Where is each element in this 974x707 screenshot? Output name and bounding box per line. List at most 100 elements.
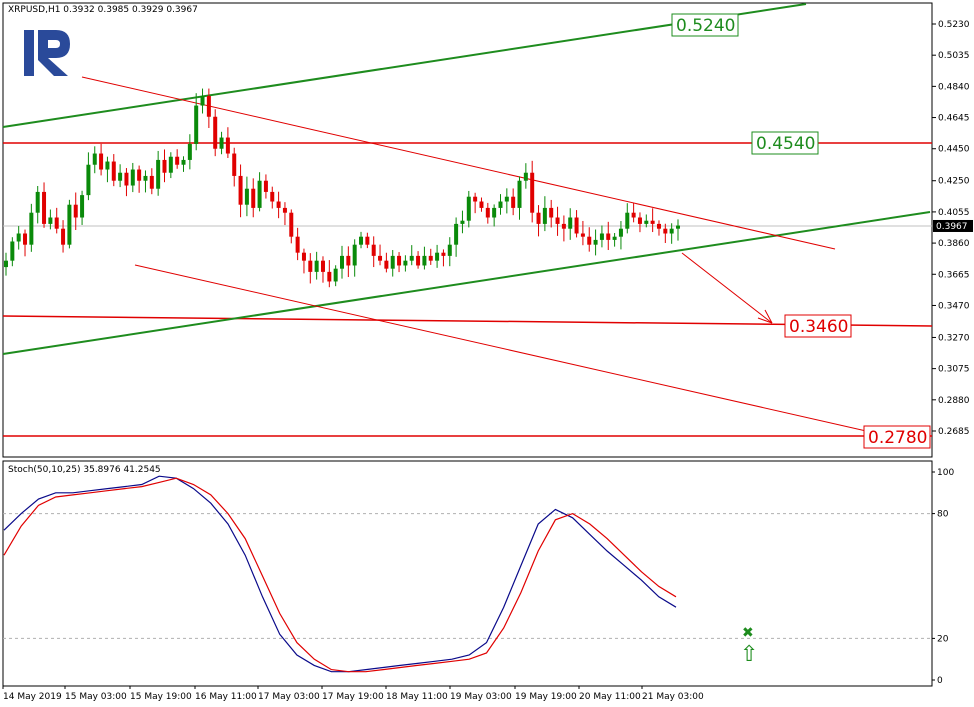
candle-body — [669, 228, 674, 234]
candle-body — [206, 95, 211, 117]
candle-body — [213, 116, 218, 149]
candle-body — [175, 156, 180, 165]
level-label-text: 0.4540 — [756, 134, 815, 154]
candle-body — [16, 233, 21, 242]
time-tick-label: 21 May 03:00 — [642, 692, 704, 702]
candle-body — [23, 233, 28, 245]
candle-body — [99, 153, 104, 170]
candle-body — [130, 169, 135, 186]
price-tick-label: 0.4055 — [938, 208, 970, 218]
candle-body — [390, 255, 395, 269]
candle-body — [289, 212, 294, 237]
candle-body — [580, 233, 585, 237]
stoch-main-line — [3, 475, 677, 673]
current-price-label: 0.3967 — [936, 222, 968, 232]
candle-body — [333, 268, 338, 282]
candle-body — [257, 180, 262, 208]
time-tick-label: 15 May 03:00 — [65, 692, 127, 702]
candle-body — [637, 217, 642, 224]
candle-body — [606, 233, 611, 240]
candle-body — [301, 252, 306, 261]
candle-body — [270, 191, 275, 202]
logo-glyph — [38, 30, 70, 76]
forecast-arrow-line — [681, 252, 773, 324]
candle-body — [168, 156, 173, 173]
stoch-tick-label: 20 — [937, 634, 949, 644]
candle-body — [676, 225, 680, 229]
candle-body — [73, 204, 78, 218]
candle-body — [143, 175, 148, 181]
candle-body — [568, 217, 573, 229]
price-tick-label: 0.4645 — [938, 114, 970, 124]
time-tick-label: 19 May 19:00 — [515, 692, 577, 702]
candle-body — [523, 172, 528, 181]
candle-body — [156, 159, 161, 189]
candle-body — [625, 212, 630, 229]
candle-body — [314, 260, 319, 272]
logo-stem — [24, 30, 34, 76]
time-tick-label: 18 May 11:00 — [386, 692, 448, 702]
candle-body — [485, 207, 490, 218]
candle-body — [48, 217, 53, 224]
price-panel-frame — [2, 2, 933, 458]
candle-body — [517, 180, 522, 208]
time-tick-label: 20 May 11:00 — [579, 692, 641, 702]
price-tick-label: 0.2880 — [938, 396, 970, 406]
price-tick-label: 0.3860 — [938, 239, 970, 249]
candle-body — [54, 217, 59, 229]
level-label-box — [784, 314, 852, 338]
candle-body — [631, 212, 636, 218]
level-label-text: 0.3460 — [789, 317, 848, 337]
price-tick-label: 0.4840 — [938, 82, 970, 92]
candle-body — [244, 188, 249, 205]
candle-body — [441, 252, 446, 256]
candle-body — [504, 196, 509, 202]
candle-body — [276, 201, 281, 208]
candle-body — [409, 255, 414, 261]
candle-body — [149, 175, 154, 189]
price-tick-label: 0.3270 — [938, 333, 970, 343]
candle-body — [378, 255, 383, 261]
time-tick-label: 17 May 19:00 — [322, 692, 384, 702]
candle-body — [200, 95, 205, 106]
candle-body — [359, 236, 364, 245]
stoch-tick-label: 80 — [937, 510, 949, 520]
candle-body — [612, 236, 617, 240]
candle-body — [511, 196, 516, 208]
candle-body — [320, 260, 325, 272]
candle-body — [536, 212, 541, 224]
candle-body — [454, 223, 459, 245]
price-tick-label: 0.3075 — [938, 365, 970, 375]
candle-body — [365, 236, 370, 245]
stoch-tick-label: 100 — [937, 468, 954, 478]
candle-body — [340, 255, 344, 269]
candle-body — [263, 180, 268, 192]
falling-support-line — [134, 264, 876, 434]
candle-body — [137, 169, 142, 181]
level-label-box — [671, 13, 739, 37]
candle-body — [282, 207, 287, 213]
candle-body — [530, 172, 535, 213]
candle-body — [251, 188, 256, 208]
candle-body — [29, 212, 34, 245]
candle-body — [473, 196, 478, 202]
candle-body — [403, 260, 408, 266]
candle-body — [124, 172, 129, 186]
candle-body — [181, 159, 186, 165]
target-level-line — [2, 315, 933, 327]
candle-body — [397, 255, 402, 266]
candle-body — [80, 195, 85, 218]
candle-body — [618, 228, 623, 237]
candle-body — [466, 196, 471, 221]
candle-body — [644, 220, 649, 224]
candle-body — [371, 244, 376, 256]
candle-body — [4, 260, 8, 268]
candle-body — [105, 161, 110, 170]
candle-body — [238, 175, 243, 205]
time-tick-label: 19 May 03:00 — [450, 692, 512, 702]
price-tick-label: 0.3665 — [938, 270, 970, 280]
candle-body — [650, 220, 655, 224]
candle-body — [663, 228, 668, 234]
level-label-box — [863, 425, 931, 449]
level-label-text: 0.2780 — [868, 428, 927, 448]
